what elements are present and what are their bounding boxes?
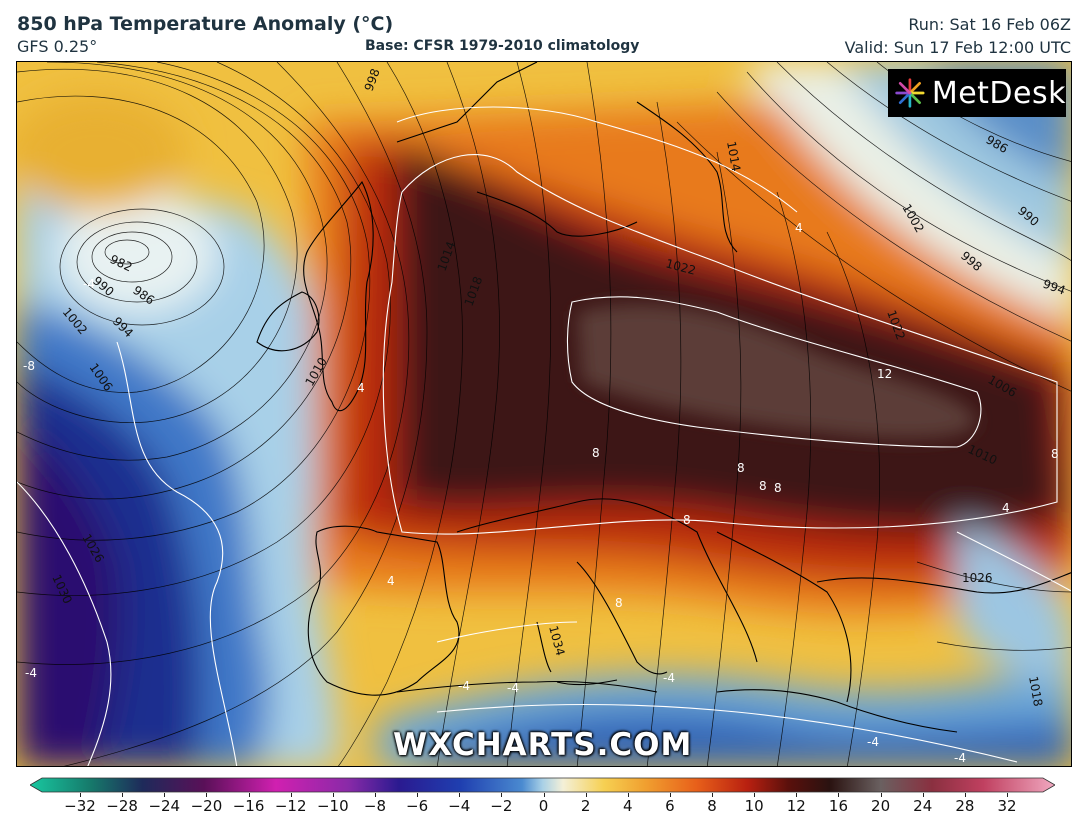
isobars	[17, 62, 1071, 766]
colorbar-tick-mark	[922, 793, 924, 797]
metdesk-logo: MetDesk	[888, 69, 1066, 117]
anomaly-label: 8	[759, 479, 767, 493]
anomaly-label: -4	[458, 679, 470, 693]
colorbar-tick-mark	[122, 793, 124, 797]
colorbar-tick-label: 12	[786, 797, 806, 815]
colorbar-tick-mark	[248, 793, 250, 797]
colorbar-tick-label: 16	[828, 797, 848, 815]
anomaly-label: 12	[877, 367, 892, 381]
colorbar-tick-mark	[627, 793, 629, 797]
anomaly-label: 8	[774, 481, 782, 495]
anomaly-label: -4	[663, 671, 675, 685]
colorbar-tick-label: −10	[316, 797, 349, 815]
colorbar-tick-label: −16	[232, 797, 265, 815]
run-label: Run: Sat 16 Feb 06Z	[908, 15, 1071, 34]
anomaly-contours	[17, 106, 1071, 766]
colorbar-tick-label: 32	[997, 797, 1017, 815]
anomaly-label: 8	[592, 446, 600, 460]
anomaly-labels: -4 -8 4 8 8 8 8 12 4 4 8 -4 -4 -4 -4 4 8…	[23, 221, 1059, 765]
anomaly-label: 4	[357, 381, 365, 395]
colorbar-tick-mark	[880, 793, 882, 797]
colorbar-tick-mark	[501, 793, 503, 797]
coastlines	[256, 62, 1071, 733]
colorbar-tick-label: 6	[665, 797, 675, 815]
isobar-label: 1014	[724, 140, 743, 173]
colorbar-tick-mark	[796, 793, 798, 797]
anomaly-label: 4	[1002, 501, 1010, 515]
colorbar-tick-label: −32	[64, 797, 96, 815]
anomaly-label: 8	[683, 513, 691, 527]
model-label: GFS 0.25°	[17, 37, 98, 56]
logo-text: MetDesk	[931, 75, 1066, 111]
colorbar-tick-label: 20	[871, 797, 891, 815]
anomaly-label: 8	[737, 461, 745, 475]
colorbar-tick-label: 8	[707, 797, 717, 815]
colorbar-tick-mark	[964, 793, 966, 797]
anomaly-label: 8	[1051, 447, 1059, 461]
chart-title: 850 hPa Temperature Anomaly (°C)	[17, 13, 394, 35]
anomaly-label: -4	[25, 666, 37, 680]
colorbar-tick-label: 24	[913, 797, 933, 815]
isobar-label: 1018	[1026, 675, 1045, 708]
colorbar-tick-label: 10	[744, 797, 764, 815]
colorbar-tick-mark	[374, 793, 376, 797]
isobar-label: 1026	[962, 571, 993, 585]
colorbar-tick-mark	[838, 793, 840, 797]
colorbar-ticks: −32 −28 −24 −20 −16 −12 −10 −8 −6 −4 −2 0 2 4 6 8 10 12 16…	[0, 793, 1088, 823]
colorbar-tick-mark	[290, 793, 292, 797]
colorbar-tick-mark	[669, 793, 671, 797]
colorbar-tick-label: −4	[448, 797, 471, 815]
colorbar-tick-mark	[1007, 793, 1008, 797]
colorbar-tick-mark	[80, 793, 81, 797]
watermark: WXCHARTS.COM	[393, 727, 693, 763]
anomaly-label: -4	[954, 751, 966, 765]
colorbar-tick-label: 2	[580, 797, 591, 815]
colorbar-tick-label: −28	[106, 797, 138, 815]
colorbar-tick-mark	[543, 793, 545, 797]
colorbar-tick-mark	[754, 793, 756, 797]
weather-map[interactable]: 998 982 986 990 994 1002 1006 1010 1014 …	[16, 61, 1072, 767]
anomaly-field: 998 982 986 990 994 1002 1006 1010 1014 …	[17, 62, 1071, 766]
anomaly-label: -4	[867, 735, 879, 749]
colorbar	[30, 777, 1055, 793]
metdesk-burst-icon	[895, 78, 925, 108]
colorbar-tick-label: −2	[490, 797, 513, 815]
colorbar-tick-label: 4	[622, 797, 633, 815]
anomaly-label: 8	[615, 596, 623, 610]
anomaly-label: -4	[83, 277, 95, 291]
colorbar-tick-mark	[712, 793, 714, 797]
anomaly-label: -8	[23, 359, 35, 373]
colorbar-tick-mark	[164, 793, 166, 797]
anomaly-label: 4	[795, 221, 803, 235]
anomaly-label: -4	[507, 681, 519, 695]
colorbar-tick-label: −12	[274, 797, 307, 815]
colorbar-tick-mark	[585, 793, 587, 797]
valid-label: Valid: Sun 17 Feb 12:00 UTC	[844, 38, 1071, 57]
colorbar-tick-mark	[332, 793, 334, 797]
colorbar-tick-label: 28	[955, 797, 975, 815]
colorbar-tick-label: −8	[363, 797, 387, 815]
colorbar-tick-mark	[459, 793, 461, 797]
colorbar-tick-mark	[206, 793, 208, 797]
colorbar-tick-label: 0	[538, 797, 549, 815]
base-label: Base: CFSR 1979-2010 climatology	[365, 38, 640, 54]
colorbar-tick-label: −20	[190, 797, 223, 815]
anomaly-label: 4	[387, 574, 395, 588]
colorbar-tick-label: −6	[406, 797, 429, 815]
colorbar-tick-mark	[417, 793, 419, 797]
colorbar-tick-label: −24	[148, 797, 181, 815]
